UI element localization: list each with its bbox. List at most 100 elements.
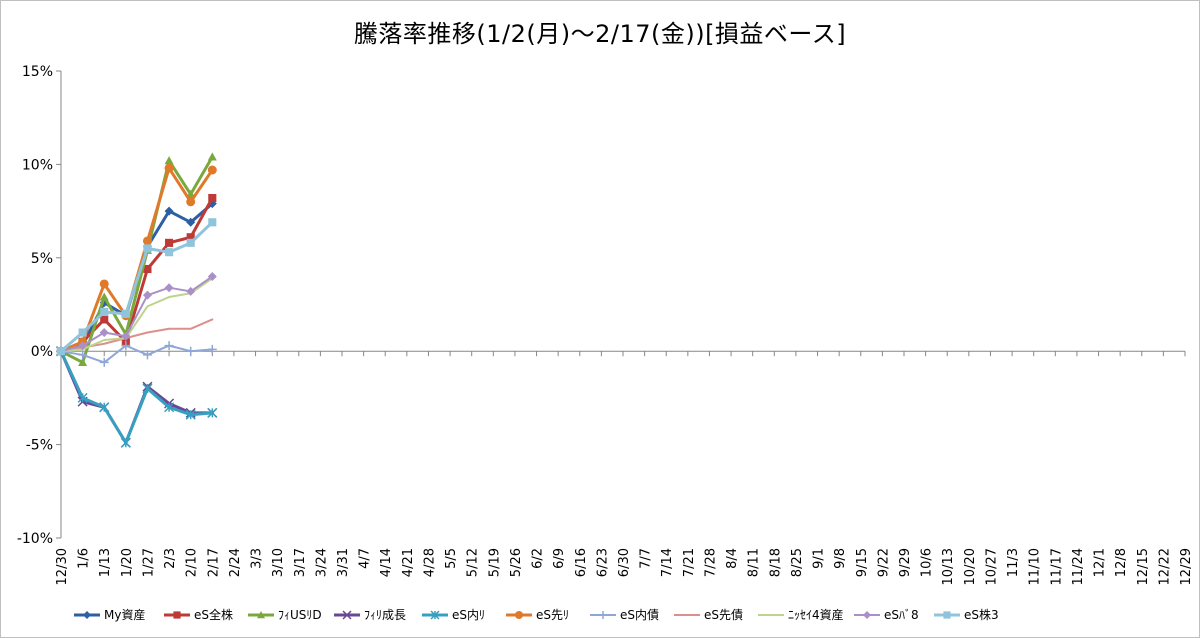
- data-point: [207, 165, 217, 175]
- data-point: [100, 315, 109, 324]
- legend-label: My資産: [104, 607, 145, 622]
- x-tick-label: 10/6: [920, 548, 935, 577]
- x-tick-label: 12/8: [1114, 548, 1129, 577]
- data-point: [863, 611, 871, 619]
- x-tick-label: 2/10: [185, 548, 200, 577]
- series-line: [60, 344, 214, 364]
- x-tick-label: 3/24: [314, 548, 329, 577]
- x-tick-label: 8/4: [725, 548, 740, 569]
- data-point: [164, 283, 174, 293]
- data-point: [207, 407, 218, 418]
- x-tick-label: 7/21: [682, 548, 697, 577]
- x-tick-label: 5/12: [466, 548, 481, 577]
- x-tick-label: 4/7: [358, 548, 373, 569]
- data-point: [430, 610, 440, 620]
- data-point: [208, 218, 217, 227]
- data-point: [99, 328, 109, 338]
- series-eSﾊﾞ8: [56, 271, 217, 356]
- data-point: [164, 206, 174, 216]
- legend-item: eS内ﾘ: [422, 608, 485, 622]
- legend-label: eS内ﾘ: [452, 608, 485, 622]
- x-tick-label: 6/30: [617, 548, 632, 577]
- x-tick-label: 8/11: [747, 548, 762, 577]
- x-tick-label: 1/6: [77, 548, 92, 569]
- data-point: [185, 409, 196, 420]
- data-point: [78, 328, 87, 337]
- data-point: [207, 271, 217, 281]
- legend-label: ﾆｯｾｲ4資産: [788, 607, 844, 622]
- data-point: [207, 152, 217, 161]
- x-tick-label: 9/29: [898, 548, 913, 577]
- x-tick-label: 10/27: [984, 548, 999, 585]
- legend-label: ﾌｨUSﾘD: [278, 608, 322, 622]
- data-point: [99, 357, 109, 367]
- legend-label: eS内債: [620, 607, 659, 622]
- x-tick-label: 1/27: [141, 548, 156, 577]
- data-point: [77, 392, 88, 403]
- x-tick-label: 9/22: [876, 548, 891, 577]
- y-tick-label: -10%: [17, 531, 53, 547]
- y-tick-label: 5%: [31, 251, 53, 267]
- series-line: [59, 155, 214, 364]
- x-tick-label: 3/10: [271, 548, 286, 577]
- data-point: [78, 357, 88, 367]
- x-tick-label: 2/3: [163, 548, 178, 569]
- legend-label: eS全株: [194, 607, 233, 622]
- x-tick-label: 7/14: [660, 548, 675, 577]
- data-point: [186, 286, 196, 296]
- x-tick-label: 4/28: [422, 548, 437, 577]
- legend-label: eSﾊﾞ8: [884, 608, 919, 622]
- data-point: [173, 611, 181, 619]
- x-tick-label: 2/24: [228, 548, 243, 577]
- data-point: [121, 341, 131, 351]
- x-axis-ticks: 12/30 1/6 1/13 1/20 1/27 2/3 2/10 2/17 2/24 3/3 3/…: [55, 351, 1194, 585]
- x-tick-label: 6/9: [552, 548, 567, 569]
- series-group: [55, 152, 218, 448]
- legend-label: eS株3: [964, 607, 999, 622]
- data-point: [78, 341, 88, 351]
- chart-title: 騰落率推移(1/2(月)～2/17(金))[損益ベース]: [353, 20, 847, 48]
- x-tick-label: 5/5: [444, 548, 459, 569]
- data-point: [121, 331, 131, 341]
- x-tick-label: 12/22: [1157, 548, 1172, 585]
- data-point: [599, 611, 607, 619]
- data-point: [164, 341, 174, 351]
- x-tick-label: 1/20: [120, 548, 135, 577]
- x-tick-label: 11/10: [1028, 548, 1043, 585]
- data-point: [142, 383, 153, 394]
- data-point: [257, 611, 265, 619]
- x-tick-label: 9/8: [833, 548, 848, 569]
- y-tick-label: 0%: [31, 344, 53, 360]
- legend-item: eS先債: [674, 607, 743, 622]
- legend-item: ﾌｨUSﾘD: [248, 608, 322, 622]
- data-point: [99, 402, 110, 413]
- data-point: [208, 193, 217, 203]
- x-tick-label: 11/17: [1049, 548, 1064, 585]
- x-tick-label: 6/16: [574, 548, 589, 577]
- data-point: [186, 197, 196, 207]
- data-point: [164, 163, 174, 173]
- legend-item: eS株3: [934, 607, 999, 622]
- legend-label: eS先債: [704, 607, 743, 622]
- x-tick-label: 11/3: [1006, 548, 1021, 577]
- legend-item: eS全株: [164, 607, 233, 622]
- data-point: [78, 350, 88, 360]
- axes: [60, 71, 1185, 538]
- data-point: [186, 217, 196, 227]
- data-point: [164, 402, 175, 413]
- data-point: [143, 244, 152, 253]
- series-eS株3: [56, 218, 217, 356]
- x-tick-label: 12/15: [1136, 548, 1151, 585]
- x-tick-label: 12/1: [1093, 548, 1108, 577]
- data-point: [515, 611, 523, 619]
- data-point: [142, 290, 152, 300]
- x-tick-label: 12/30: [55, 548, 70, 585]
- data-point: [100, 307, 109, 317]
- data-point: [121, 309, 130, 318]
- x-tick-label: 5/26: [509, 548, 524, 577]
- legend-label: ﾌｨﾘ成長: [364, 608, 406, 622]
- y-axis-ticks: 15% 10% 5% 0% -5% -10%: [17, 64, 61, 547]
- legend-item: My資産: [74, 607, 145, 622]
- x-tick-label: 6/23: [595, 548, 610, 577]
